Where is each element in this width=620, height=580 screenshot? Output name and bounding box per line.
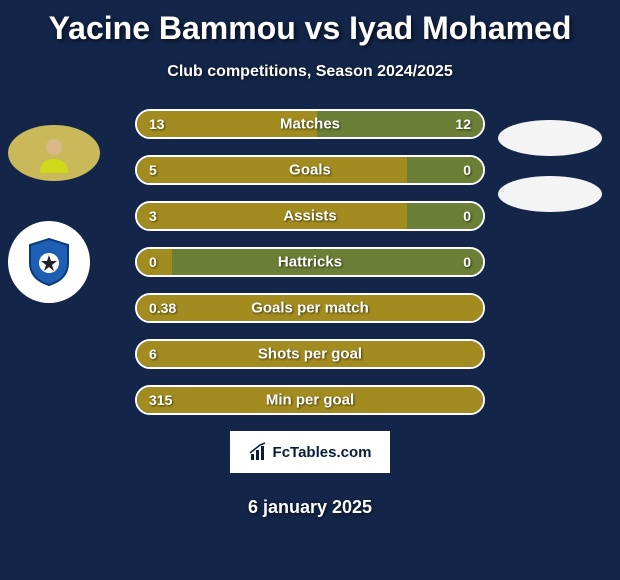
stat-right-value — [471, 341, 483, 367]
date-label: 6 january 2025 — [0, 497, 620, 518]
comparison-subtitle: Club competitions, Season 2024/2025 — [0, 63, 620, 81]
player2-club-logo — [498, 176, 602, 212]
comparison-title: Yacine Bammou vs Iyad Mohamed — [0, 0, 620, 47]
stat-row-goals-per-match: 0.38Goals per match — [135, 293, 485, 323]
player1-club-logo — [8, 221, 90, 303]
stat-left-value: 0 — [137, 249, 172, 275]
avatars-right — [498, 120, 602, 232]
club-shield-icon — [22, 235, 76, 289]
fctables-logo: FcTables.com — [230, 431, 390, 473]
stat-right-value: 12 — [317, 111, 483, 137]
stat-left-value: 3 — [137, 203, 407, 229]
stat-row-hattricks: 00Hattricks — [135, 247, 485, 277]
person-icon — [34, 133, 74, 173]
logo-text: FcTables.com — [273, 444, 372, 461]
avatars-left — [8, 125, 100, 343]
stat-right-value — [471, 295, 483, 321]
player2-avatar — [498, 120, 602, 156]
stat-left-value: 0.38 — [137, 295, 471, 321]
stat-right-value — [471, 387, 483, 413]
player1-avatar — [8, 125, 100, 181]
stat-left-value: 6 — [137, 341, 471, 367]
stat-row-matches: 1312Matches — [135, 109, 485, 139]
stat-row-assists: 30Assists — [135, 201, 485, 231]
stat-left-value: 315 — [137, 387, 471, 413]
stat-row-goals: 50Goals — [135, 155, 485, 185]
stat-row-min-per-goal: 315Min per goal — [135, 385, 485, 415]
stat-right-value: 0 — [172, 249, 483, 275]
stats-bars-container: 1312Matches 50Goals 30Assists 00Hattricks 0.… — [135, 109, 485, 415]
stat-row-shots-per-goal: 6Shots per goal — [135, 339, 485, 369]
stat-left-value: 5 — [137, 157, 407, 183]
stat-left-value: 13 — [137, 111, 317, 137]
chart-icon — [249, 442, 269, 462]
stat-right-value: 0 — [407, 157, 483, 183]
stat-right-value: 0 — [407, 203, 483, 229]
